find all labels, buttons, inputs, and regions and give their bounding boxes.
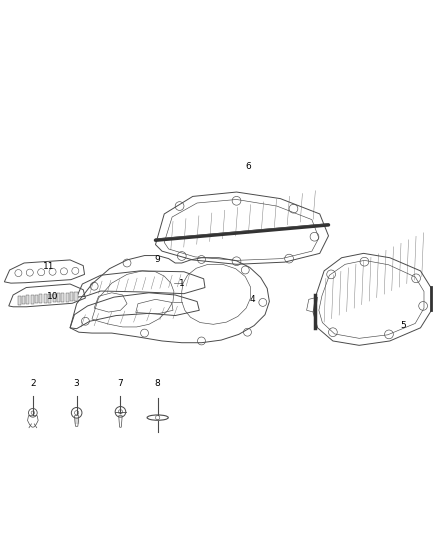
Bar <box>18 296 21 304</box>
Text: 8: 8 <box>155 379 161 388</box>
Bar <box>70 293 73 301</box>
Text: 4: 4 <box>250 295 255 304</box>
Bar <box>48 294 51 303</box>
Bar <box>61 293 64 302</box>
Bar <box>26 295 29 304</box>
Bar <box>57 293 60 302</box>
Bar <box>31 295 34 304</box>
Text: 5: 5 <box>401 321 406 330</box>
Bar <box>74 292 78 301</box>
Text: 3: 3 <box>74 379 80 388</box>
Bar <box>35 295 38 303</box>
Bar <box>39 294 42 303</box>
Text: 11: 11 <box>43 262 54 271</box>
Bar <box>66 293 69 302</box>
Text: 7: 7 <box>117 379 124 388</box>
Text: 10: 10 <box>47 292 59 301</box>
Bar <box>53 294 56 302</box>
Bar <box>22 296 25 304</box>
Bar <box>44 294 47 303</box>
Text: 2: 2 <box>30 379 35 388</box>
Text: 1: 1 <box>179 279 184 288</box>
Text: 9: 9 <box>155 255 160 264</box>
Text: 6: 6 <box>245 162 251 171</box>
